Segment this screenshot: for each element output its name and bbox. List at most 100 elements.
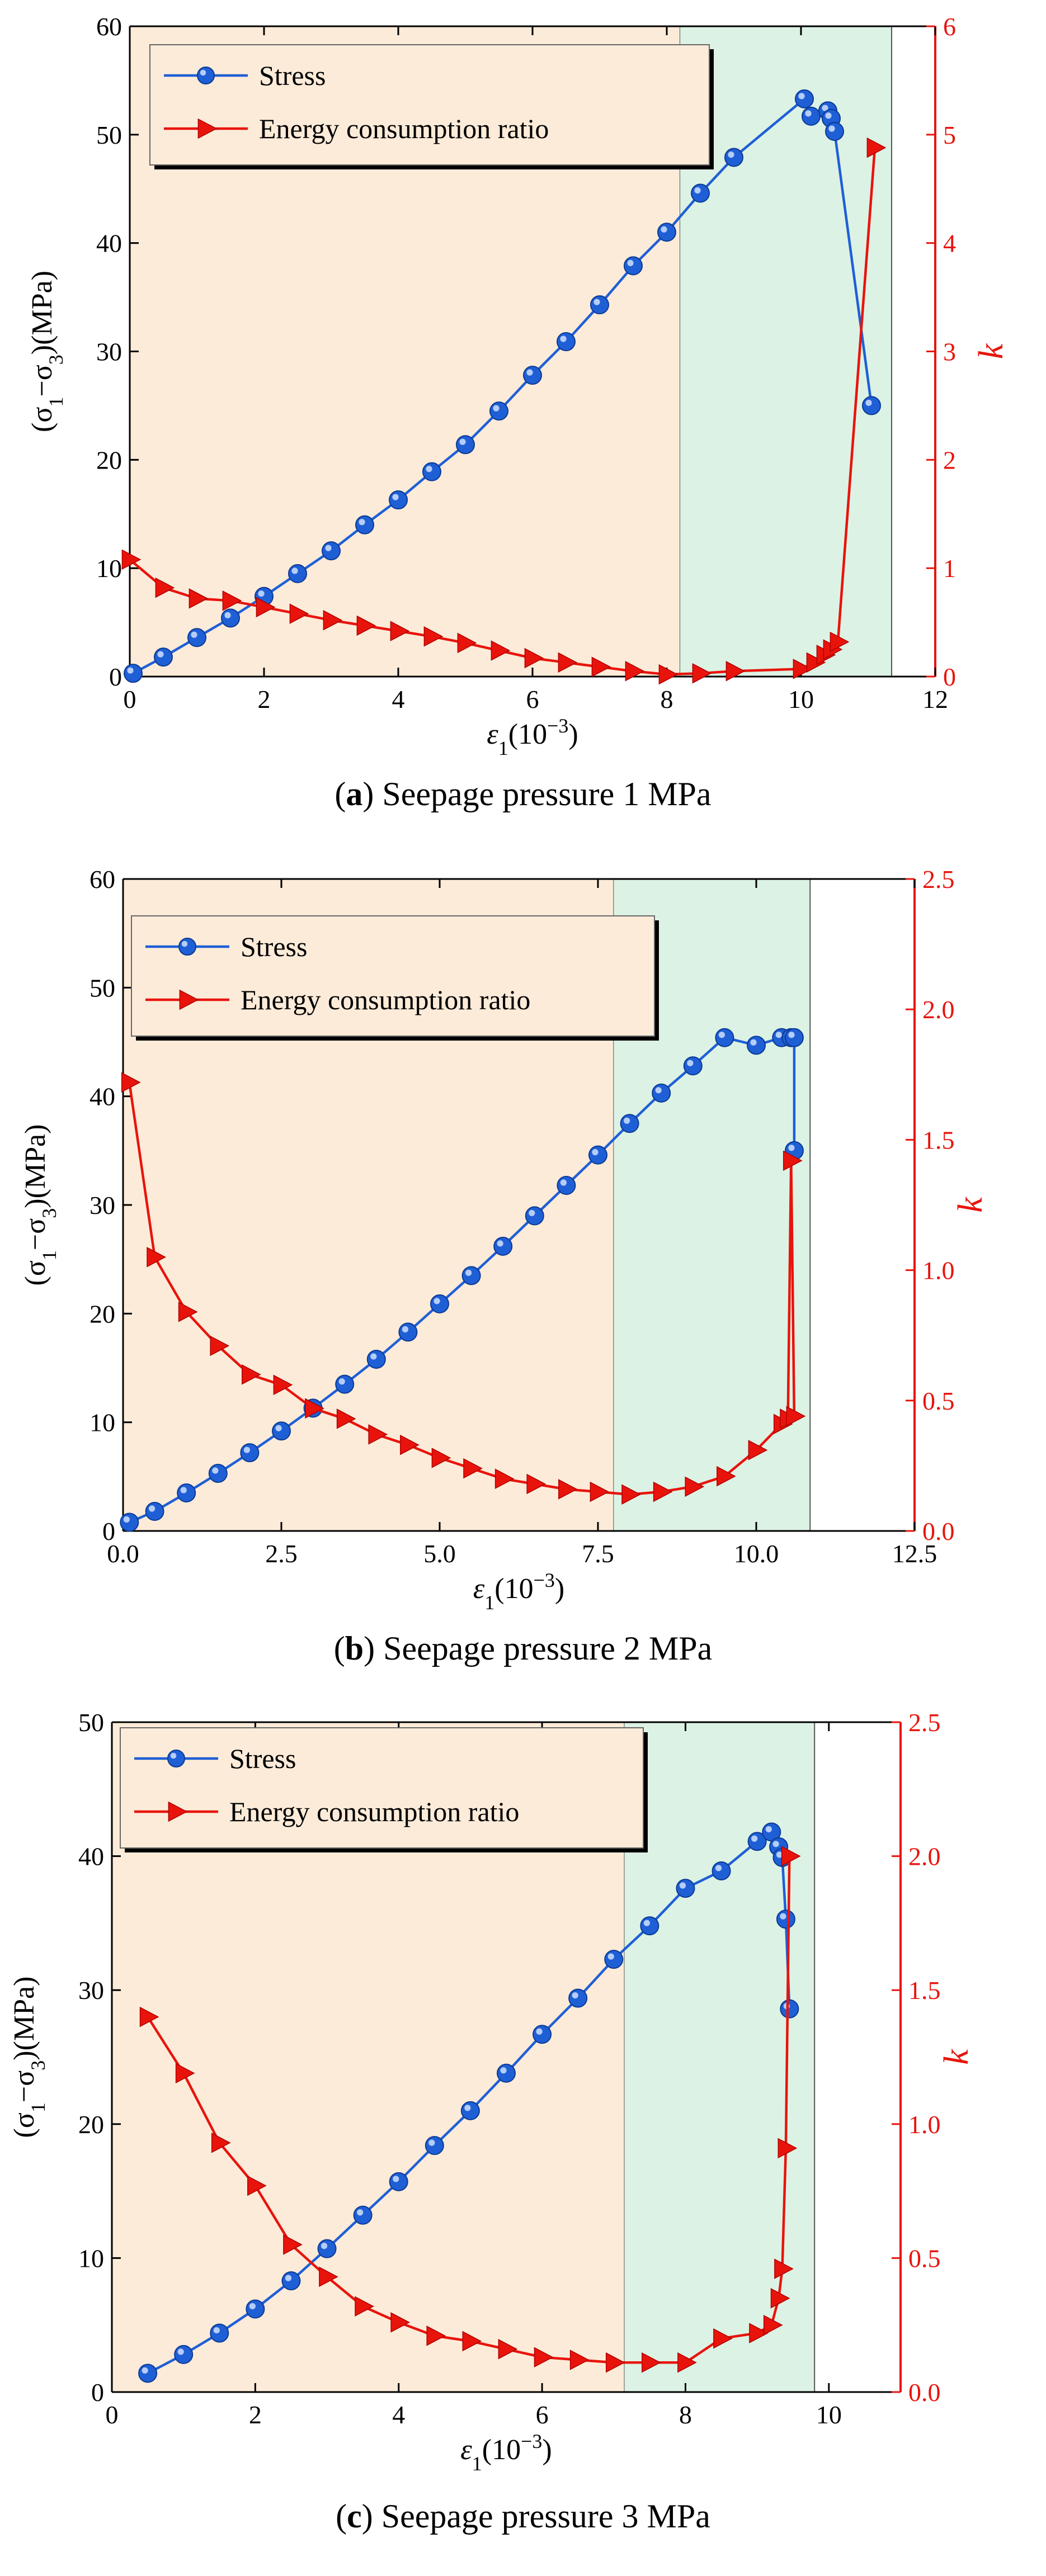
data-point xyxy=(335,1374,355,1394)
data-point xyxy=(685,1476,705,1497)
data-point xyxy=(491,640,511,661)
data-point xyxy=(783,1150,803,1171)
y-tick-label: 60 xyxy=(89,865,115,894)
data-point xyxy=(305,1398,324,1419)
legend: Stress Energy consumption ratio xyxy=(131,915,659,1041)
data-point xyxy=(174,2345,194,2364)
data-point xyxy=(588,1145,607,1165)
data-point xyxy=(489,401,508,421)
data-point xyxy=(604,1950,624,1969)
y2-tick-label: 2.0 xyxy=(908,1842,941,1871)
data-point xyxy=(605,2352,625,2373)
data-point xyxy=(368,1424,388,1445)
y2-tick-label: 2.5 xyxy=(922,865,955,894)
data-point xyxy=(356,615,376,636)
data-point xyxy=(400,1434,420,1455)
y-tick-label: 0 xyxy=(91,2378,104,2407)
data-point xyxy=(389,2172,408,2191)
legend-box xyxy=(149,44,710,166)
data-point xyxy=(569,2350,590,2370)
y-tick-label: 10 xyxy=(96,554,122,583)
y2-tick-label: 0.5 xyxy=(908,2244,941,2272)
data-point xyxy=(524,647,544,669)
x-tick-label: 8 xyxy=(661,685,673,713)
y2-tick-label: 0.5 xyxy=(922,1387,955,1415)
data-point xyxy=(355,515,374,535)
x-tick-label: 2 xyxy=(258,685,271,713)
data-point xyxy=(422,462,441,481)
y-tick-label: 10 xyxy=(78,2244,104,2272)
series-markers-energy-ratio xyxy=(121,137,887,685)
y-tick-label: 0 xyxy=(102,1517,115,1545)
panel-caption: (b) Seepage pressure 2 MPa xyxy=(334,1630,713,1667)
data-point xyxy=(222,590,242,611)
data-point xyxy=(653,1481,673,1502)
data-point xyxy=(795,89,814,108)
data-point xyxy=(178,1301,198,1322)
data-point xyxy=(558,652,578,673)
data-point xyxy=(425,2136,444,2156)
data-point xyxy=(288,564,307,583)
data-point xyxy=(175,2063,195,2084)
data-point xyxy=(677,2352,697,2373)
data-point xyxy=(525,1206,544,1226)
data-point xyxy=(712,1861,731,1880)
x-tick-label: 6 xyxy=(536,2400,549,2429)
x-tick-label: 6 xyxy=(526,685,539,713)
data-point xyxy=(322,541,341,561)
data-point xyxy=(642,2352,661,2373)
x-axis-title: ε1(10−3) xyxy=(460,2430,552,2475)
data-point xyxy=(625,661,645,682)
y2-tick-label: 2 xyxy=(943,446,956,474)
data-point xyxy=(774,2258,794,2279)
data-point xyxy=(423,626,444,647)
x-axis-title: ε1(10−3) xyxy=(473,1569,564,1614)
data-point xyxy=(281,2271,301,2291)
y2-tick-label: 1.0 xyxy=(922,1256,955,1285)
data-point xyxy=(568,1988,588,2008)
data-point xyxy=(866,137,887,158)
data-point xyxy=(763,2314,783,2336)
data-point xyxy=(748,1440,768,1460)
series-markers-stress xyxy=(120,1028,804,1532)
x-tick-label: 5.0 xyxy=(423,1539,456,1568)
data-point xyxy=(187,628,206,647)
y-tick-label: 0 xyxy=(109,663,122,691)
data-point xyxy=(776,1909,795,1929)
data-point xyxy=(240,1443,260,1463)
data-point xyxy=(657,223,676,242)
y2-tick-label: 1.5 xyxy=(908,1976,941,2005)
data-point xyxy=(590,295,609,315)
data-point xyxy=(336,1408,356,1429)
series-markers-stress xyxy=(138,1822,799,2383)
region-post-peak xyxy=(680,26,892,677)
data-point xyxy=(526,1473,546,1495)
data-point xyxy=(210,2323,229,2343)
legend-label: Energy consumption ratio xyxy=(259,113,549,144)
y2-axis-title: k xyxy=(937,2049,976,2065)
data-point xyxy=(210,1335,230,1356)
y2-tick-label: 0.0 xyxy=(922,1517,955,1545)
legend-label: Energy consumption ratio xyxy=(229,1796,519,1827)
data-point xyxy=(242,1364,261,1385)
x-tick-label: 7.5 xyxy=(582,1539,614,1568)
data-point xyxy=(683,1056,703,1076)
data-point xyxy=(591,656,611,677)
data-point xyxy=(463,1458,483,1479)
y-axis-title: (σ1−σ3)(MPa) xyxy=(8,1977,49,2138)
data-point xyxy=(460,2101,480,2120)
chart-panel-1: 0 2 4 6 8 10 1201020304050600123456ε1(10−3)(σ1… xyxy=(26,12,1010,812)
y-tick-label: 40 xyxy=(78,1842,104,1871)
data-point xyxy=(494,1468,515,1489)
y2-tick-label: 6 xyxy=(943,12,956,41)
panel-caption: (c) Seepage pressure 3 MPa xyxy=(336,2498,710,2535)
x-tick-label: 12.5 xyxy=(892,1539,937,1568)
data-point xyxy=(426,2326,446,2346)
data-point xyxy=(725,661,746,682)
legend-label: Stress xyxy=(229,1743,296,1774)
data-point xyxy=(793,659,813,679)
legend-swatch-marker xyxy=(197,118,218,139)
data-point xyxy=(802,106,821,126)
data-point xyxy=(498,2339,518,2360)
x-tick-label: 10 xyxy=(816,2400,842,2429)
